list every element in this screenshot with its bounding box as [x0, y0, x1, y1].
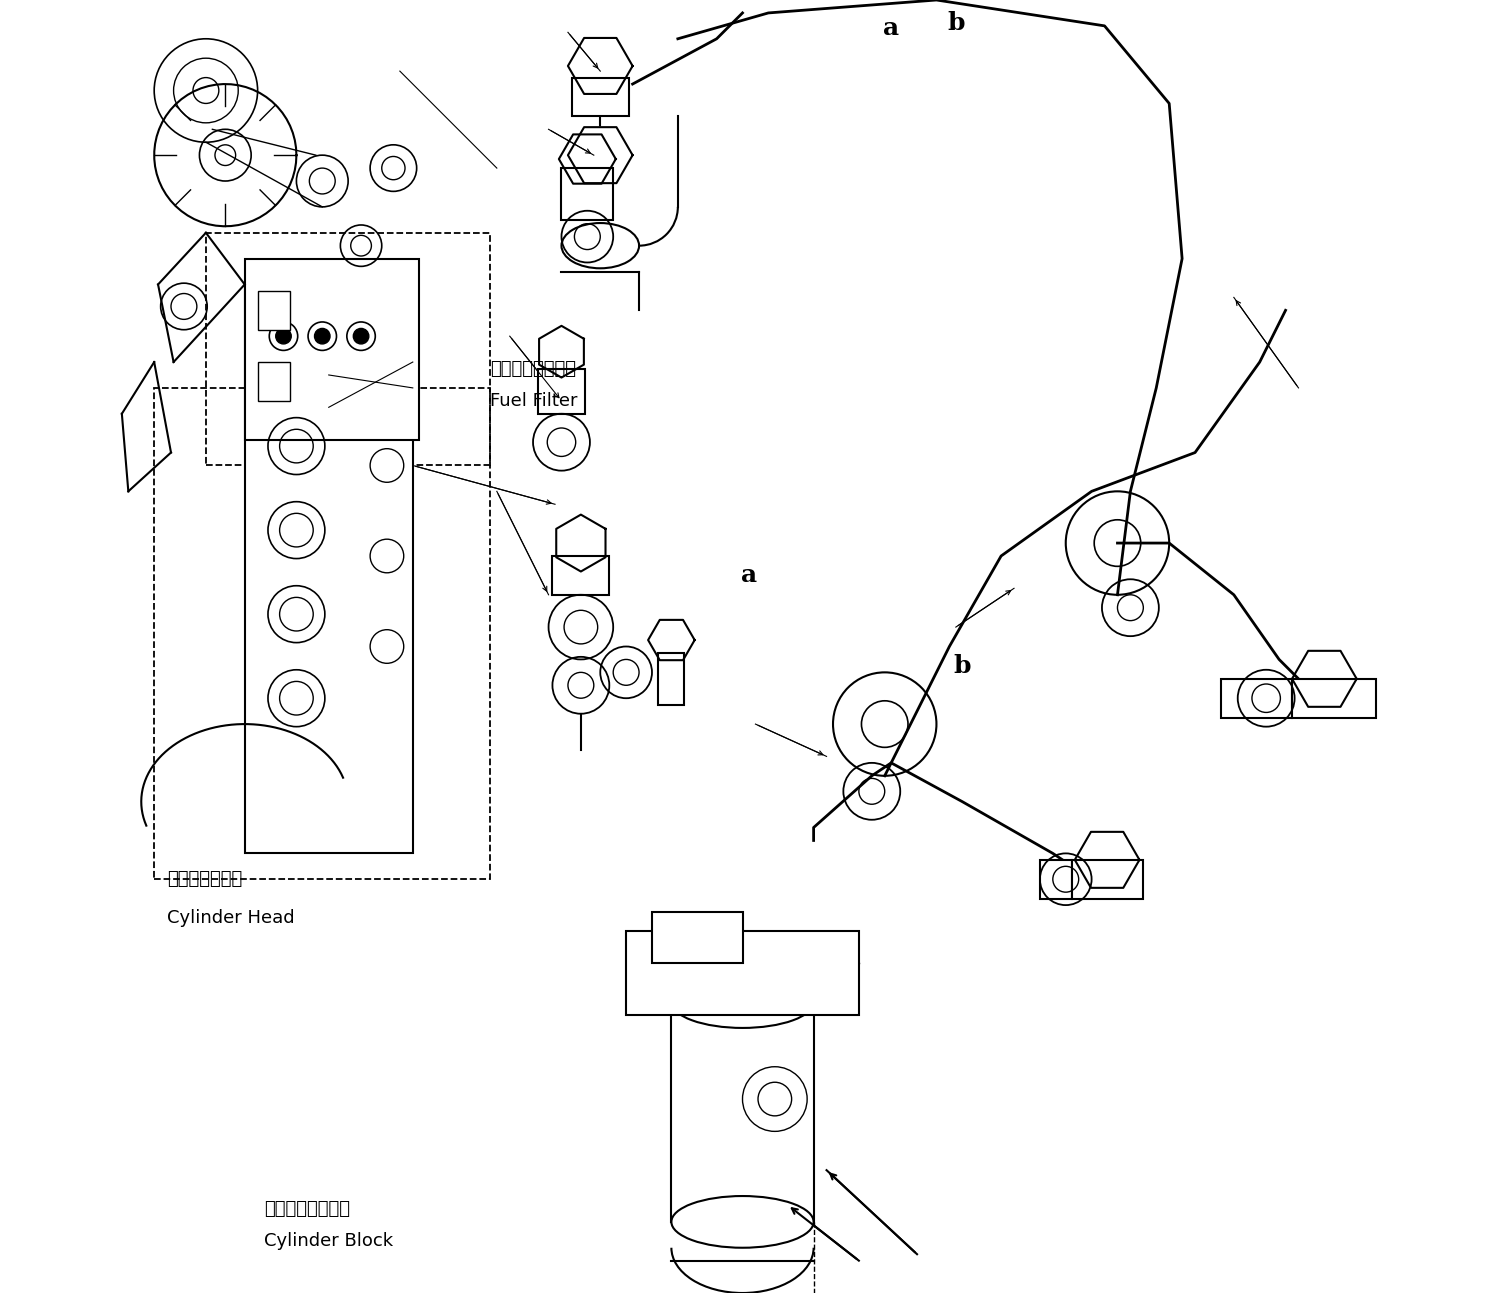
Ellipse shape — [671, 1196, 814, 1248]
Polygon shape — [1292, 650, 1357, 707]
Text: フェエルフィルタ: フェエルフィルタ — [490, 359, 576, 378]
Circle shape — [353, 328, 368, 344]
Ellipse shape — [671, 976, 814, 1028]
Polygon shape — [557, 515, 606, 572]
Text: b: b — [953, 654, 971, 678]
Text: a: a — [741, 564, 757, 587]
Polygon shape — [1075, 831, 1139, 888]
Bar — [1040, 860, 1072, 899]
Bar — [627, 931, 858, 1015]
Bar — [1072, 860, 1143, 899]
Text: シリンダヘッド: シリンダヘッド — [168, 870, 242, 888]
Bar — [257, 362, 290, 401]
Bar — [206, 233, 490, 465]
Text: b: b — [947, 12, 965, 35]
Bar — [154, 388, 490, 879]
Bar — [1221, 679, 1292, 718]
Polygon shape — [558, 134, 616, 184]
Polygon shape — [567, 37, 633, 94]
Polygon shape — [647, 619, 695, 661]
Bar — [245, 284, 413, 853]
Bar — [245, 259, 419, 440]
Bar — [572, 78, 628, 116]
Bar — [652, 912, 742, 963]
Bar — [1292, 679, 1377, 718]
Polygon shape — [567, 127, 633, 184]
Bar — [257, 291, 290, 330]
Polygon shape — [539, 326, 584, 378]
Ellipse shape — [561, 222, 639, 268]
Circle shape — [315, 328, 330, 344]
Text: Cylinder Block: Cylinder Block — [264, 1232, 394, 1250]
Text: Cylinder Head: Cylinder Head — [168, 909, 294, 927]
Text: a: a — [884, 17, 900, 40]
Bar — [658, 653, 685, 705]
Circle shape — [276, 328, 291, 344]
Text: シリンダブロック: シリンダブロック — [264, 1200, 350, 1218]
Text: Fuel Filter: Fuel Filter — [490, 392, 578, 410]
Bar — [552, 556, 609, 595]
Bar — [561, 168, 613, 220]
Bar — [538, 369, 585, 414]
